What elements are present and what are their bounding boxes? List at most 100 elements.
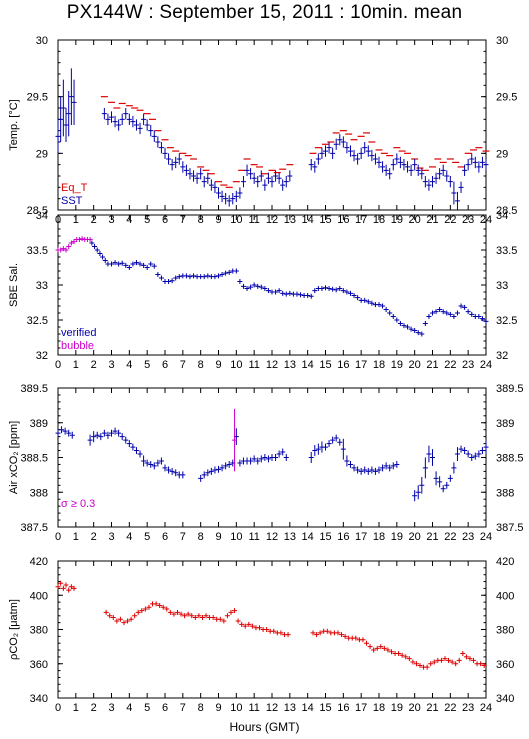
data-point — [415, 164, 421, 176]
y-tick-label-left: 389 — [30, 418, 48, 430]
x-tick-label: 18 — [373, 359, 385, 371]
data-point — [385, 647, 391, 653]
data-point — [262, 286, 268, 291]
data-point — [410, 659, 416, 665]
data-point — [399, 652, 405, 658]
y-tick-label-left: 33.5 — [27, 245, 48, 257]
data-point — [278, 630, 284, 636]
x-tick-label: 4 — [126, 531, 132, 543]
data-point — [155, 459, 161, 467]
x-tick-label: 12 — [266, 359, 278, 371]
data-point — [112, 115, 118, 128]
data-point — [412, 159, 418, 171]
data-point — [347, 145, 353, 157]
data-point — [199, 615, 205, 621]
y-tick-label-left: 420 — [30, 556, 48, 568]
data-point — [294, 291, 300, 297]
data-point — [362, 142, 368, 154]
data-point — [287, 290, 293, 296]
data-point — [396, 650, 402, 656]
data-point — [428, 661, 434, 667]
x-tick-label: 13 — [284, 531, 296, 543]
data-point — [116, 261, 122, 267]
data-point — [344, 455, 350, 467]
data-point — [155, 136, 161, 148]
data-point — [98, 433, 104, 441]
data-point — [66, 429, 72, 437]
y-tick-label-right: 387.5 — [496, 522, 524, 534]
data-point — [116, 429, 122, 437]
data-point — [89, 240, 95, 246]
data-point — [479, 156, 485, 169]
x-tick-label: 3 — [108, 531, 114, 543]
data-point — [226, 460, 232, 468]
data-point — [447, 176, 453, 188]
data-point — [415, 330, 421, 336]
data-point — [351, 293, 357, 298]
data-point — [476, 161, 482, 173]
data-point — [330, 436, 336, 444]
data-point — [447, 311, 453, 317]
data-point — [110, 615, 116, 621]
x-tick-label: 24 — [480, 359, 492, 371]
data-point — [315, 153, 321, 165]
data-point — [226, 269, 232, 275]
data-point — [465, 309, 471, 315]
data-point — [101, 108, 107, 120]
x-tick-label: 0 — [55, 531, 61, 543]
y-tick-label-right: 420 — [496, 556, 514, 568]
data-point — [258, 170, 264, 182]
data-point — [151, 462, 157, 470]
data-point — [167, 609, 173, 615]
data-point — [68, 68, 74, 125]
data-point — [401, 323, 407, 329]
data-point — [312, 288, 318, 294]
data-point — [232, 408, 238, 472]
legend-entry: Eq_T — [61, 182, 88, 194]
data-point — [246, 621, 252, 627]
data-point — [458, 303, 464, 309]
y-tick-label-right: 28.5 — [496, 205, 517, 217]
data-point — [422, 457, 428, 479]
data-point — [273, 454, 279, 461]
data-point — [264, 627, 270, 632]
data-point — [116, 119, 122, 131]
data-point — [314, 632, 320, 638]
y-tick-label-right: 388.5 — [496, 453, 524, 465]
data-point — [333, 138, 339, 150]
data-point — [130, 115, 136, 128]
data-point — [440, 164, 446, 176]
data-point — [319, 286, 325, 291]
annotation-label: σ ≥ 0.3 — [61, 498, 95, 510]
data-point — [337, 438, 343, 446]
x-tick-label: 4 — [126, 702, 132, 714]
data-point — [454, 191, 460, 210]
data-point — [351, 464, 357, 472]
data-point — [203, 613, 209, 619]
data-point — [401, 159, 407, 171]
data-point — [273, 170, 279, 182]
data-point — [362, 297, 368, 303]
x-tick-label: 16 — [337, 359, 349, 371]
y-tick-label-left: 360 — [30, 659, 48, 671]
x-tick-label: 13 — [284, 359, 296, 371]
data-point — [119, 113, 125, 125]
data-point — [63, 582, 69, 588]
data-point — [319, 147, 325, 159]
data-point — [472, 452, 478, 460]
data-point — [71, 239, 77, 245]
x-tick-label: 21 — [426, 359, 438, 371]
data-point — [312, 444, 318, 457]
data-point — [94, 431, 100, 439]
data-point — [183, 164, 189, 176]
data-point — [133, 447, 139, 455]
data-point — [462, 164, 468, 176]
data-point — [287, 170, 293, 182]
data-point — [408, 164, 414, 176]
data-point — [198, 474, 204, 482]
data-point — [223, 193, 229, 205]
data-point — [208, 179, 214, 191]
data-point — [376, 302, 382, 308]
data-point — [158, 275, 164, 281]
data-point — [369, 300, 375, 306]
